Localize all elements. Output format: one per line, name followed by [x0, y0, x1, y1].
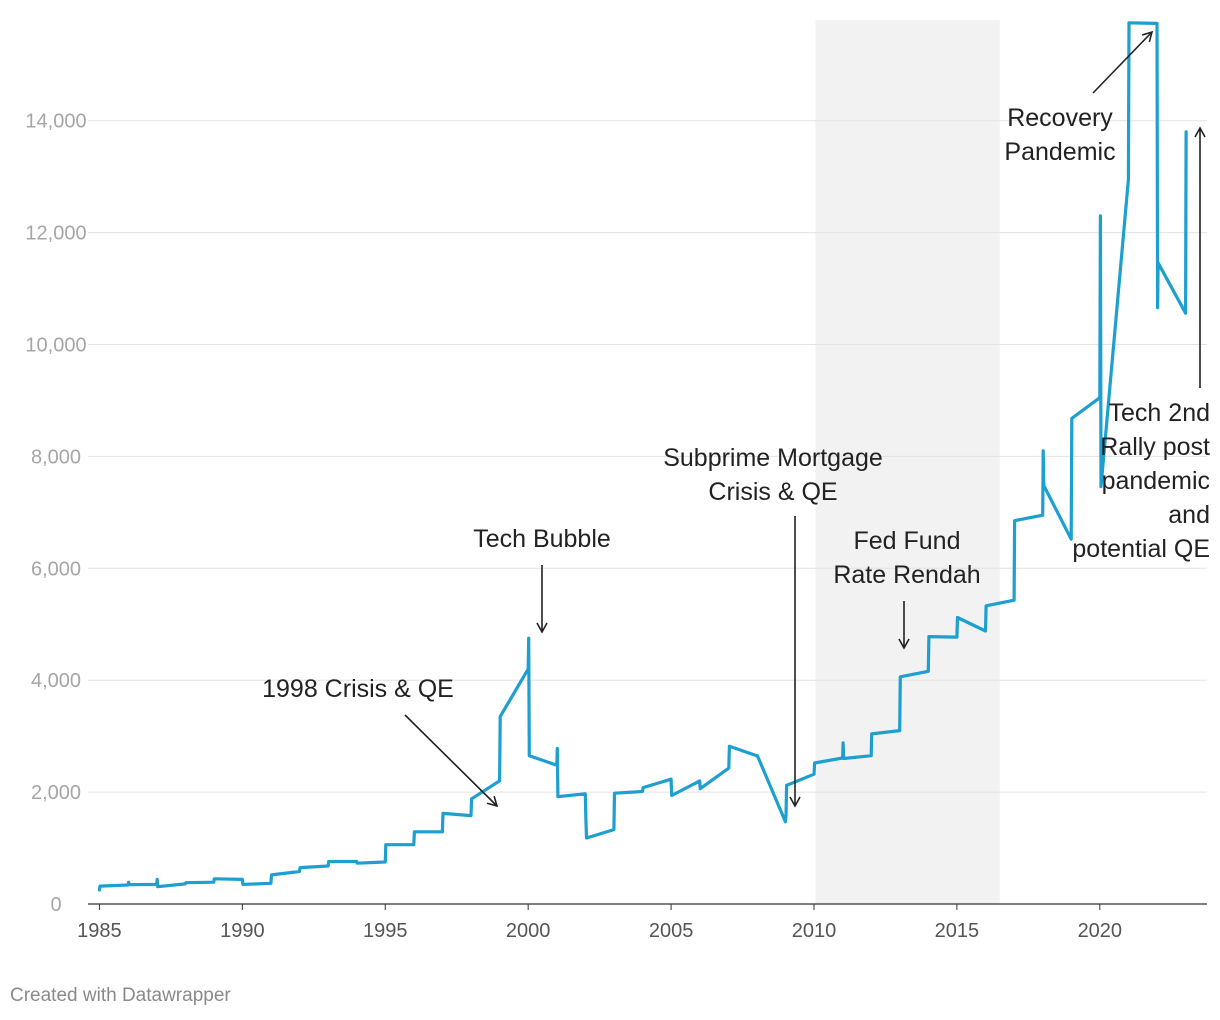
annotation-text: Tech 2nd [1109, 399, 1210, 427]
annotation-text: Rally post [1100, 433, 1210, 461]
annotation-arrow [404, 714, 499, 808]
y-tick-label: 0 [50, 894, 61, 916]
annotation-text: 1998 Crisis & QE [262, 675, 454, 703]
annotation-recovery: Recovery Pandemic [1004, 30, 1154, 166]
x-tick-label: 1990 [220, 920, 265, 942]
y-tick-label: 2,000 [31, 782, 81, 804]
y-tick-label: 6,000 [31, 558, 81, 580]
annotation-text: pandemic [1102, 467, 1210, 495]
y-tick-label: 4,000 [31, 670, 81, 692]
annotation-text: Rate Rendah [833, 561, 980, 589]
x-tick-label: 1995 [363, 920, 408, 942]
annotation-1998-crisis: 1998 Crisis & QE [262, 675, 499, 808]
annotation-text: potential QE [1072, 535, 1210, 563]
y-tick-label: 12,000 [25, 223, 86, 245]
annotation-subprime: Subprime Mortgage Crisis & QE [663, 444, 883, 808]
annotation-fed-fund: Fed Fund Rate Rendah [833, 527, 981, 650]
y-tick-label: 8,000 [31, 446, 81, 468]
series-line-index [97, 21, 1188, 892]
y-tick-label: 10,000 [25, 335, 86, 357]
annotation-text: Crisis & QE [708, 478, 837, 506]
annotation-text: Pandemic [1004, 138, 1115, 166]
x-tick-label: 2000 [506, 920, 551, 942]
annotation-tech-rally: Tech 2nd Rally post pandemic and potential Q… [1072, 126, 1210, 563]
x-tick-label: 2015 [935, 920, 980, 942]
annotation-text: Fed Fund [853, 527, 960, 555]
x-tick-label: 2020 [1078, 920, 1123, 942]
x-tick-label: 2005 [649, 920, 694, 942]
credit-text: Created with Datawrapper [10, 985, 231, 1006]
y-tick-label: 14,000 [25, 111, 86, 133]
x-tick-label: 1985 [77, 920, 122, 942]
annotation-text: Tech Bubble [473, 525, 611, 553]
annotation-text: and [1168, 501, 1210, 529]
annotation-tech-bubble: Tech Bubble [473, 525, 611, 634]
annotation-arrow [1092, 30, 1154, 94]
annotation-text: Subprime Mortgage [663, 444, 883, 472]
x-tick-label: 2010 [792, 920, 837, 942]
annotation-text: Recovery [1007, 104, 1113, 132]
